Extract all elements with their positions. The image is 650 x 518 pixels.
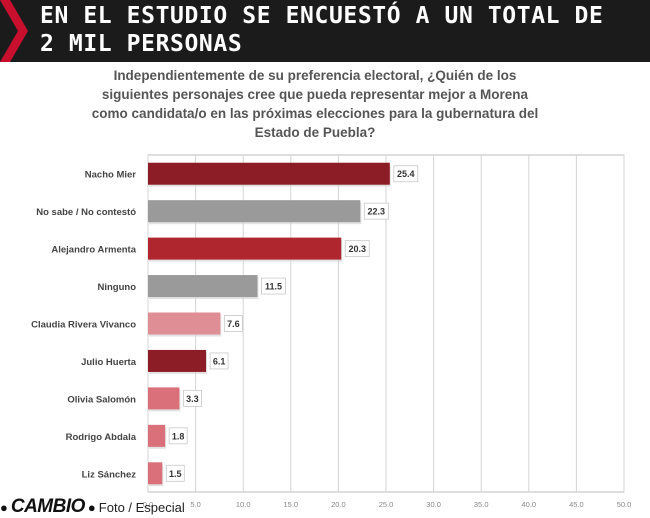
bar — [148, 162, 390, 185]
bar — [148, 462, 163, 485]
data-label-box — [363, 202, 389, 220]
data-label: 6.1 — [213, 356, 226, 366]
bar — [148, 275, 258, 298]
photo-credit: Foto / Especial — [98, 499, 185, 515]
data-label-box — [183, 389, 202, 407]
headline-line-1: EN EL ESTUDIO SE ENCUESTÓ A UN TOTAL DE — [40, 3, 604, 29]
data-label: 3.3 — [186, 394, 199, 404]
data-label-box — [393, 165, 419, 183]
footer: ● CAMBIO ● Foto / Especial — [0, 496, 260, 518]
chart-title: Independientemente de su preferencia ele… — [85, 66, 545, 142]
data-label: 7.6 — [227, 319, 240, 329]
category-label: Alejandro Armenta — [51, 245, 136, 256]
chart-title-line-1: Independientemente de su preferencia ele… — [113, 68, 517, 83]
x-tick-label: 40.0 — [521, 500, 536, 509]
x-tick-label: 35.0 — [474, 500, 489, 509]
category-label: Ninguno — [97, 282, 136, 293]
chart-title-line-2: siguientes personajes cree que pueda rep… — [101, 87, 529, 102]
headline-banner: EN EL ESTUDIO SE ENCUESTÓ A UN TOTAL DE … — [0, 0, 650, 62]
data-label-box — [165, 464, 185, 482]
x-tick-label: 25.0 — [379, 500, 394, 509]
x-tick-label: 10.0 — [236, 500, 251, 509]
headline-line-2: 2 MIL PERSONAS — [40, 31, 243, 57]
category-label: Olivia Salomón — [67, 394, 136, 405]
category-label: Liz Sánchez — [82, 469, 137, 480]
data-label-box — [223, 315, 243, 332]
bullet-icon: ● — [87, 499, 96, 515]
data-label-box — [168, 427, 188, 445]
x-tick-label: 50.0 — [617, 500, 632, 509]
category-label: Julio Huerta — [81, 357, 137, 368]
x-tick-label: 0.0 — [143, 500, 153, 509]
x-tick-label: 5.0 — [190, 500, 200, 509]
data-label-box — [344, 240, 370, 258]
chart-title-line-4: Estado de Puebla? — [254, 125, 376, 140]
x-tick-label: 30.0 — [426, 500, 441, 509]
data-label: 1.5 — [169, 469, 182, 479]
category-label: Rodrigo Abdala — [66, 432, 137, 443]
data-label: 20.3 — [348, 244, 366, 254]
bar — [148, 349, 207, 372]
bar — [148, 424, 166, 447]
chart-title-line-3: como candidata/o en las próximas eleccio… — [91, 106, 539, 121]
category-label: Claudia Rivera Vivanco — [31, 320, 136, 331]
bar — [148, 387, 180, 410]
x-tick-label: 15.0 — [283, 500, 298, 509]
x-tick-label: 45.0 — [569, 500, 584, 509]
bullet-icon: ● — [0, 499, 8, 515]
data-label: 1.8 — [172, 431, 185, 441]
data-label-box — [209, 352, 229, 370]
bar — [148, 237, 342, 260]
x-tick-label: 20.0 — [331, 500, 346, 509]
data-label: 22.3 — [368, 207, 386, 217]
bar — [148, 200, 361, 223]
bar — [148, 312, 221, 335]
category-label: Nacho Mier — [85, 170, 137, 181]
category-label: No sabe / No contestó — [36, 207, 136, 218]
data-label: 25.4 — [397, 169, 415, 179]
data-label: 11.5 — [265, 282, 282, 292]
brand-logo: CAMBIO — [10, 496, 86, 517]
chevron-right-icon — [0, 0, 28, 62]
data-label-box — [261, 277, 286, 295]
